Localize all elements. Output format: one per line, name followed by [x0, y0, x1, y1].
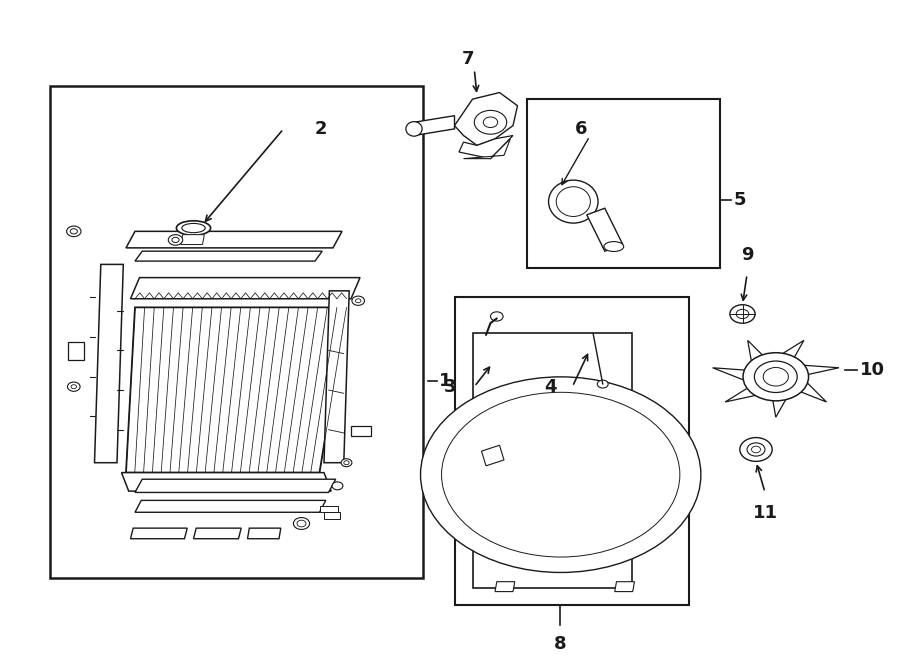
Polygon shape — [615, 582, 634, 592]
Polygon shape — [414, 116, 454, 136]
Polygon shape — [320, 506, 338, 512]
Circle shape — [474, 110, 507, 134]
Text: 9: 9 — [741, 247, 753, 264]
Polygon shape — [795, 379, 826, 402]
Circle shape — [352, 296, 365, 305]
Circle shape — [483, 117, 498, 128]
Polygon shape — [482, 446, 504, 466]
Polygon shape — [725, 385, 767, 402]
Polygon shape — [583, 297, 600, 400]
Text: 5: 5 — [734, 191, 746, 210]
Circle shape — [356, 299, 361, 303]
Bar — [68, 342, 84, 360]
Polygon shape — [181, 235, 204, 245]
Polygon shape — [194, 528, 241, 539]
Polygon shape — [472, 333, 632, 588]
Polygon shape — [122, 473, 331, 491]
Bar — [351, 426, 371, 436]
Polygon shape — [748, 340, 768, 368]
Text: 3: 3 — [444, 377, 456, 396]
Text: 10: 10 — [860, 361, 886, 379]
Circle shape — [293, 518, 310, 529]
Polygon shape — [713, 368, 750, 382]
Polygon shape — [126, 231, 342, 248]
Bar — [526, 99, 720, 268]
Ellipse shape — [548, 180, 598, 223]
Circle shape — [71, 385, 76, 389]
Circle shape — [491, 312, 503, 321]
Polygon shape — [126, 307, 346, 473]
Polygon shape — [587, 208, 623, 251]
Ellipse shape — [556, 186, 590, 217]
Polygon shape — [324, 512, 340, 519]
Circle shape — [743, 353, 808, 401]
Polygon shape — [130, 278, 360, 299]
Polygon shape — [135, 251, 322, 261]
Circle shape — [754, 361, 797, 393]
Ellipse shape — [604, 242, 624, 251]
Circle shape — [747, 443, 765, 456]
Circle shape — [332, 482, 343, 490]
Polygon shape — [324, 291, 349, 463]
Polygon shape — [94, 264, 123, 463]
Polygon shape — [248, 528, 281, 539]
Text: 4: 4 — [544, 377, 556, 396]
Polygon shape — [796, 365, 839, 375]
Bar — [454, 297, 688, 605]
Polygon shape — [464, 139, 510, 159]
Polygon shape — [495, 582, 515, 592]
Polygon shape — [458, 348, 492, 370]
Text: 7: 7 — [462, 50, 474, 69]
Polygon shape — [135, 500, 326, 512]
Circle shape — [736, 309, 749, 319]
Circle shape — [598, 380, 608, 388]
Circle shape — [740, 438, 772, 461]
Circle shape — [168, 235, 183, 245]
Circle shape — [763, 368, 788, 386]
Ellipse shape — [420, 377, 701, 572]
Text: 11: 11 — [752, 504, 778, 522]
Ellipse shape — [582, 410, 597, 416]
Text: 8: 8 — [554, 635, 566, 652]
Polygon shape — [135, 479, 336, 492]
Circle shape — [67, 226, 81, 237]
Text: 6: 6 — [574, 120, 587, 139]
Ellipse shape — [406, 122, 422, 136]
Bar — [50, 86, 423, 578]
Ellipse shape — [442, 392, 680, 557]
Circle shape — [344, 461, 349, 465]
Text: 1: 1 — [439, 372, 452, 391]
Circle shape — [730, 305, 755, 323]
Polygon shape — [771, 391, 790, 417]
Ellipse shape — [468, 348, 482, 353]
Circle shape — [68, 382, 80, 391]
Circle shape — [752, 446, 760, 453]
Ellipse shape — [596, 297, 610, 304]
Circle shape — [297, 520, 306, 527]
Circle shape — [341, 459, 352, 467]
Circle shape — [70, 229, 77, 234]
Polygon shape — [130, 528, 187, 539]
Ellipse shape — [176, 221, 211, 235]
Ellipse shape — [485, 367, 500, 373]
Circle shape — [172, 237, 179, 243]
Polygon shape — [773, 340, 804, 362]
Polygon shape — [459, 136, 513, 159]
Polygon shape — [454, 93, 518, 145]
Text: 2: 2 — [315, 120, 328, 138]
